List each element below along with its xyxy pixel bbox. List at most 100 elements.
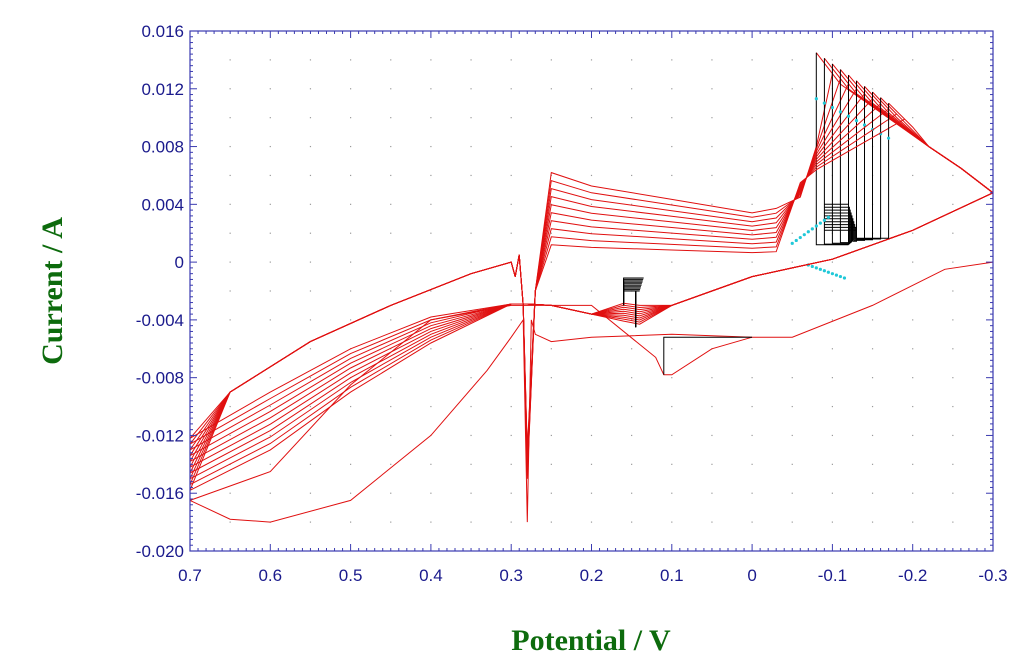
grid-dot	[430, 377, 432, 379]
grid-dot	[390, 117, 392, 119]
grid-dot	[952, 290, 954, 292]
cycle-marker	[810, 264, 814, 269]
grid-dot	[751, 377, 753, 379]
grid-dot	[470, 290, 472, 292]
cycle-marker	[826, 215, 830, 219]
grid-dot	[470, 117, 472, 119]
grid-dot	[550, 59, 552, 61]
grid-dot	[791, 463, 793, 465]
grid-dot	[430, 463, 432, 465]
grid-dot	[510, 521, 512, 523]
grid-dot	[390, 59, 392, 61]
grid-dot	[791, 492, 793, 494]
grid-dot	[390, 492, 392, 494]
grid-dot	[430, 174, 432, 177]
grid-dot	[390, 145, 392, 148]
grid-dot	[671, 117, 673, 119]
grid-dot	[831, 261, 833, 263]
grid-dot	[229, 88, 231, 90]
grid-dot	[791, 145, 793, 148]
grid-dot	[550, 88, 552, 90]
grid-dot	[671, 203, 673, 205]
grid-dot	[470, 521, 472, 523]
grid-dot	[470, 348, 472, 350]
grid-dot	[229, 319, 231, 321]
grid-dot	[671, 521, 673, 523]
x-tick-label: -0.1	[818, 566, 847, 585]
step-segment	[663, 336, 753, 375]
cycle-marker	[818, 221, 822, 225]
grid-dot	[751, 434, 753, 437]
x-tick-label: 0.3	[499, 566, 523, 585]
grid-dot	[430, 88, 432, 90]
grid-dot	[550, 521, 552, 523]
grid-dot	[912, 521, 914, 523]
cycle-marker	[830, 105, 835, 110]
grid-dot	[871, 405, 874, 408]
grid-dot	[470, 232, 472, 234]
grid-dot	[791, 434, 793, 437]
grid-dot	[871, 434, 874, 437]
grid-dot	[751, 203, 753, 205]
grid-dot	[590, 492, 593, 494]
grid-dot	[350, 174, 352, 177]
grid-dot	[831, 377, 833, 379]
grid-dot	[791, 117, 793, 119]
cycle-marker	[862, 123, 867, 127]
grid-dot	[711, 261, 713, 263]
step-segment	[824, 218, 854, 242]
cycle-marker	[814, 224, 818, 228]
cycle-marker	[814, 97, 818, 101]
grid-dot	[309, 145, 312, 148]
x-tick-label: -0.2	[898, 566, 927, 585]
grid-dot	[269, 348, 271, 350]
grid-dot	[912, 463, 914, 465]
step-segment	[824, 215, 853, 242]
grid-dot	[952, 348, 954, 350]
cycle-marker	[794, 238, 798, 243]
cycle-marker	[822, 218, 826, 222]
cv-cycle-forward	[189, 102, 994, 450]
grid-dot	[470, 203, 472, 205]
grid-dot	[350, 290, 352, 292]
x-tick-label: 0.1	[660, 566, 684, 585]
grid-dot	[350, 203, 352, 205]
x-tick-label: 0.2	[580, 566, 604, 585]
grid-dot	[470, 463, 472, 465]
grid-dot	[590, 203, 593, 205]
grid-dot	[550, 261, 552, 263]
grid-dot	[711, 203, 713, 205]
grid-dot	[871, 319, 874, 321]
grid-dot	[631, 174, 633, 177]
grid-dot	[631, 232, 633, 234]
grid-dot	[671, 145, 673, 148]
grid-dot	[751, 117, 753, 119]
grid-dot	[751, 261, 753, 263]
grid-dot	[831, 290, 833, 292]
grid-dot	[912, 290, 914, 292]
step-segment	[855, 97, 882, 240]
grid-dot	[711, 405, 713, 408]
grid-dot	[952, 463, 954, 465]
grid-dot	[309, 174, 312, 177]
grid-dot	[952, 117, 954, 119]
grid-dot	[671, 88, 673, 90]
grid-dot	[470, 319, 472, 321]
grid-dot	[952, 261, 954, 263]
grid-dot	[711, 117, 713, 119]
grid-dot	[590, 145, 593, 148]
grid-dot	[309, 117, 312, 119]
grid-dot	[671, 174, 673, 177]
grid-dot	[430, 348, 432, 350]
cycle-marker	[810, 227, 814, 231]
grid-dot	[831, 405, 833, 408]
cycle-marker	[854, 119, 859, 123]
grid-dot	[510, 59, 512, 61]
grid-dot	[671, 290, 673, 292]
grid-dot	[631, 203, 633, 205]
grid-dot	[309, 319, 312, 321]
grid-dot	[912, 319, 914, 321]
grid-dot	[912, 492, 914, 494]
grid-dot	[350, 117, 352, 119]
grid-dot	[912, 232, 914, 234]
